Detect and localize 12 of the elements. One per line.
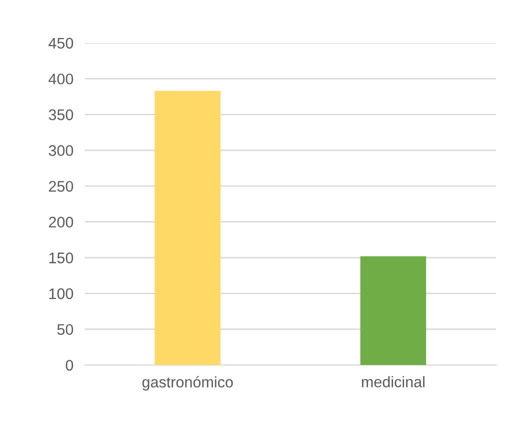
y-tick-label: 250 <box>48 180 74 192</box>
x-tick-label: gastronómico <box>142 376 233 391</box>
y-tick-label: 400 <box>48 74 74 84</box>
y-tick-label: 300 <box>48 145 74 156</box>
y-tick-label: 350 <box>48 109 74 120</box>
y-tick-label: 0 <box>66 360 74 371</box>
y-tick-label: 100 <box>49 288 74 300</box>
x-tick-label: medicinal <box>362 376 424 388</box>
y-tick-label: 450 <box>48 38 74 49</box>
y-tick-label: 150 <box>49 252 74 264</box>
y-tick-label: 200 <box>48 216 74 228</box>
y-tick-label: 50 <box>57 324 74 335</box>
